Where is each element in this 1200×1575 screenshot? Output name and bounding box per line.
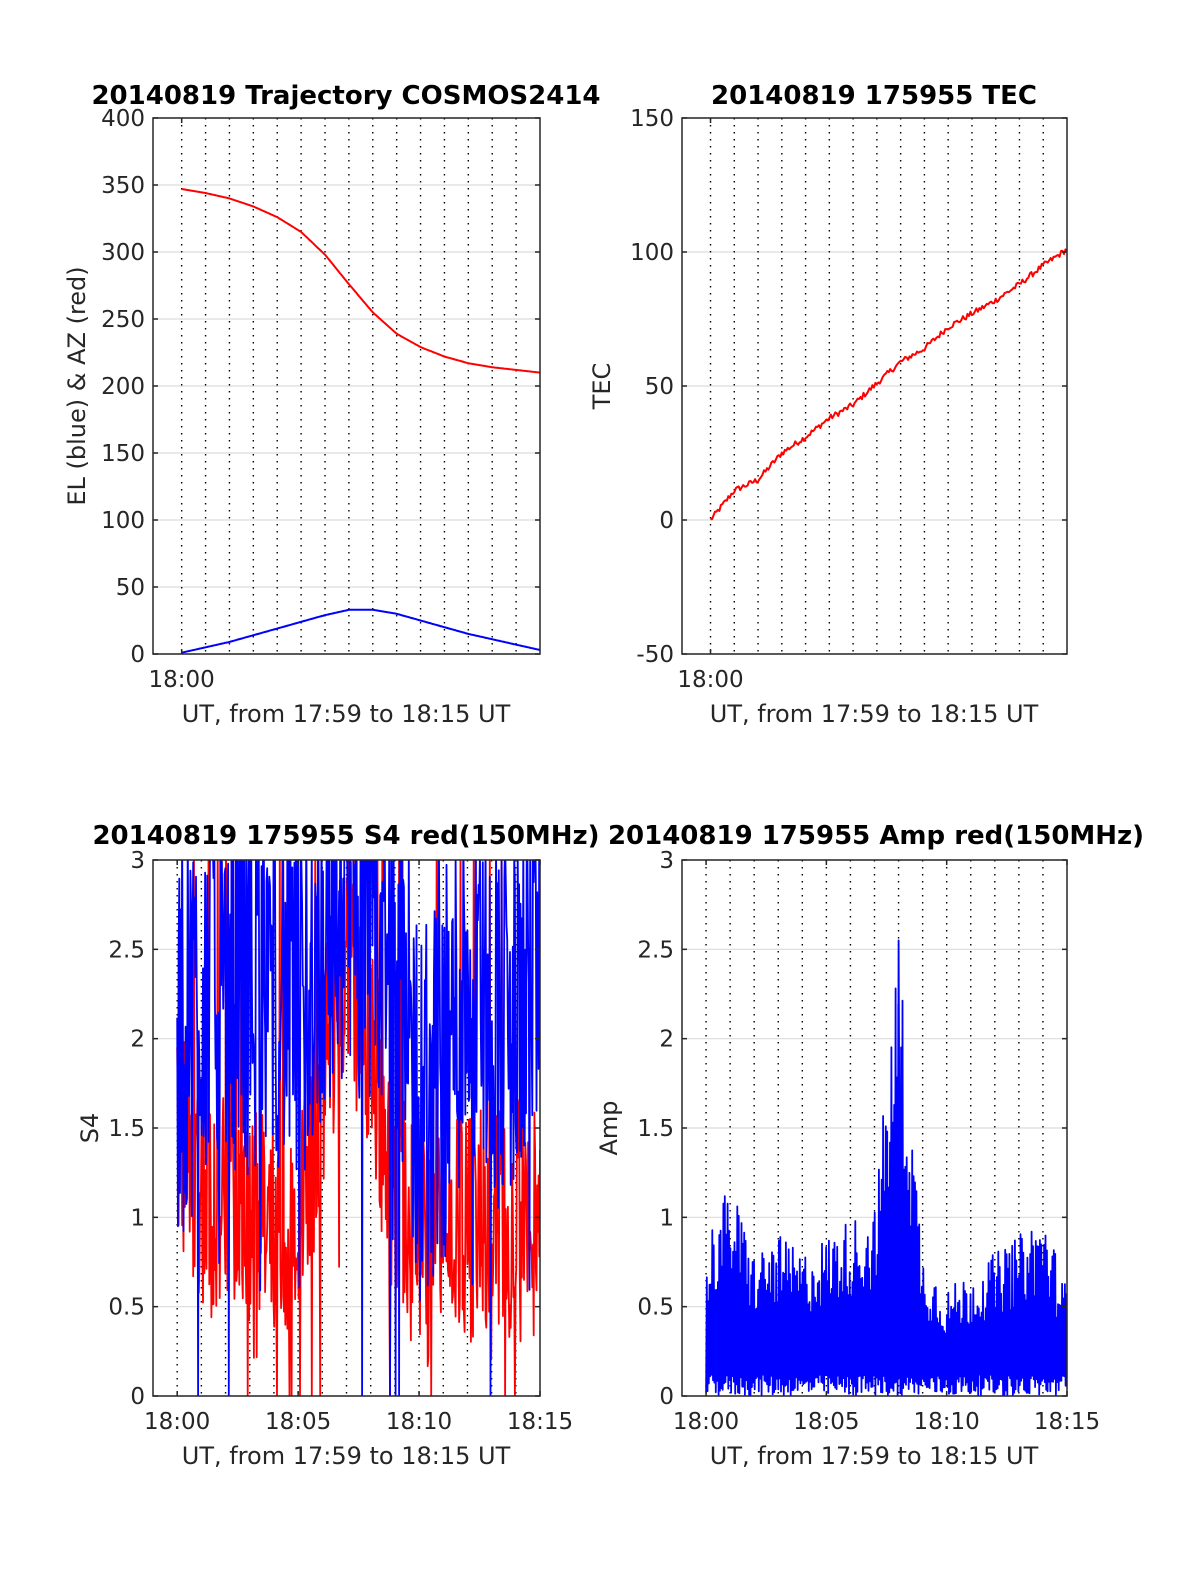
tec-title: 20140819 175955 TEC	[711, 81, 1037, 111]
amp-title: 20140819 175955 Amp red(150MHz)	[608, 821, 1144, 851]
amp-ytick-label: 1	[659, 1205, 674, 1231]
trajectory-ytick-label: 400	[101, 106, 145, 132]
trajectory-ytick-label: 350	[101, 173, 145, 199]
trajectory-panel: 20140819 Trajectory COSMOS2414 UT, from …	[63, 81, 601, 728]
amp-ytick-label: 0.5	[637, 1295, 674, 1321]
amp-ylabel: Amp	[595, 1100, 623, 1155]
s4-ytick-label: 2.5	[108, 937, 145, 963]
tec-ytick-label: 150	[630, 106, 674, 132]
tec-ytick-label: 100	[630, 240, 674, 266]
trajectory-ytick-label: 300	[101, 240, 145, 266]
s4-xtick-label: 18:15	[507, 1409, 573, 1435]
amp-ytick-label: 2	[659, 1027, 674, 1053]
trajectory-xtick-label: 18:00	[149, 667, 215, 693]
s4-panel: 20140819 175955 S4 red(150MHz) UT, from …	[76, 821, 600, 1470]
amp-xlabel: UT, from 17:59 to 18:15 UT	[710, 1442, 1039, 1470]
trajectory-ytick-label: 50	[116, 575, 145, 601]
s4-ytick-label: 0.5	[108, 1295, 145, 1321]
trajectory-ytick-label: 150	[101, 441, 145, 467]
tec-xlabel: UT, from 17:59 to 18:15 UT	[710, 700, 1039, 728]
tec-ytick-label: 0	[659, 508, 674, 534]
s4-ylabel: S4	[76, 1113, 104, 1144]
trajectory-ytick-label: 100	[101, 508, 145, 534]
amp-xtick-label: 18:00	[673, 1409, 739, 1435]
tec-ytick-label: -50	[636, 642, 674, 668]
tec-series-0	[710, 248, 1067, 521]
s4-ytick-label: 1.5	[108, 1116, 145, 1142]
s4-xtick-label: 18:10	[386, 1409, 452, 1435]
s4-ytick-label: 0	[130, 1384, 145, 1410]
amp-ytick-label: 3	[659, 848, 674, 874]
trajectory-series-1	[181, 608, 540, 654]
trajectory-ytick-label: 0	[130, 642, 145, 668]
s4-series-1	[176, 860, 540, 1396]
s4-xtick-label: 18:05	[265, 1409, 331, 1435]
tec-ylabel: TEC	[588, 363, 616, 411]
trajectory-xlabel: UT, from 17:59 to 18:15 UT	[182, 700, 511, 728]
s4-title: 20140819 175955 S4 red(150MHz)	[92, 821, 599, 851]
s4-ytick-label: 2	[130, 1027, 145, 1053]
trajectory-series-0	[181, 188, 540, 374]
amp-xtick-label: 18:05	[793, 1409, 859, 1435]
amp-ytick-label: 2.5	[637, 937, 674, 963]
amp-ytick-label: 1.5	[637, 1116, 674, 1142]
tec-xtick-label: 18:00	[677, 667, 743, 693]
amp-ytick-label: 0	[659, 1384, 674, 1410]
trajectory-ytick-label: 250	[101, 307, 145, 333]
amp-panel: 20140819 175955 Amp red(150MHz) UT, from…	[595, 821, 1144, 1470]
s4-xlabel: UT, from 17:59 to 18:15 UT	[182, 1442, 511, 1470]
trajectory-title: 20140819 Trajectory COSMOS2414	[91, 81, 600, 111]
trajectory-ylabel: EL (blue) & AZ (red)	[63, 266, 91, 505]
s4-ytick-label: 3	[130, 848, 145, 874]
amp-xtick-label: 18:10	[914, 1409, 980, 1435]
tec-panel: 20140819 175955 TEC UT, from 17:59 to 18…	[588, 81, 1068, 728]
s4-xtick-label: 18:00	[144, 1409, 210, 1435]
amp-xtick-label: 18:15	[1034, 1409, 1100, 1435]
tec-ytick-label: 50	[645, 374, 674, 400]
trajectory-ytick-label: 200	[101, 374, 145, 400]
amp-series-0	[705, 939, 1067, 1396]
s4-ytick-label: 1	[130, 1205, 145, 1231]
